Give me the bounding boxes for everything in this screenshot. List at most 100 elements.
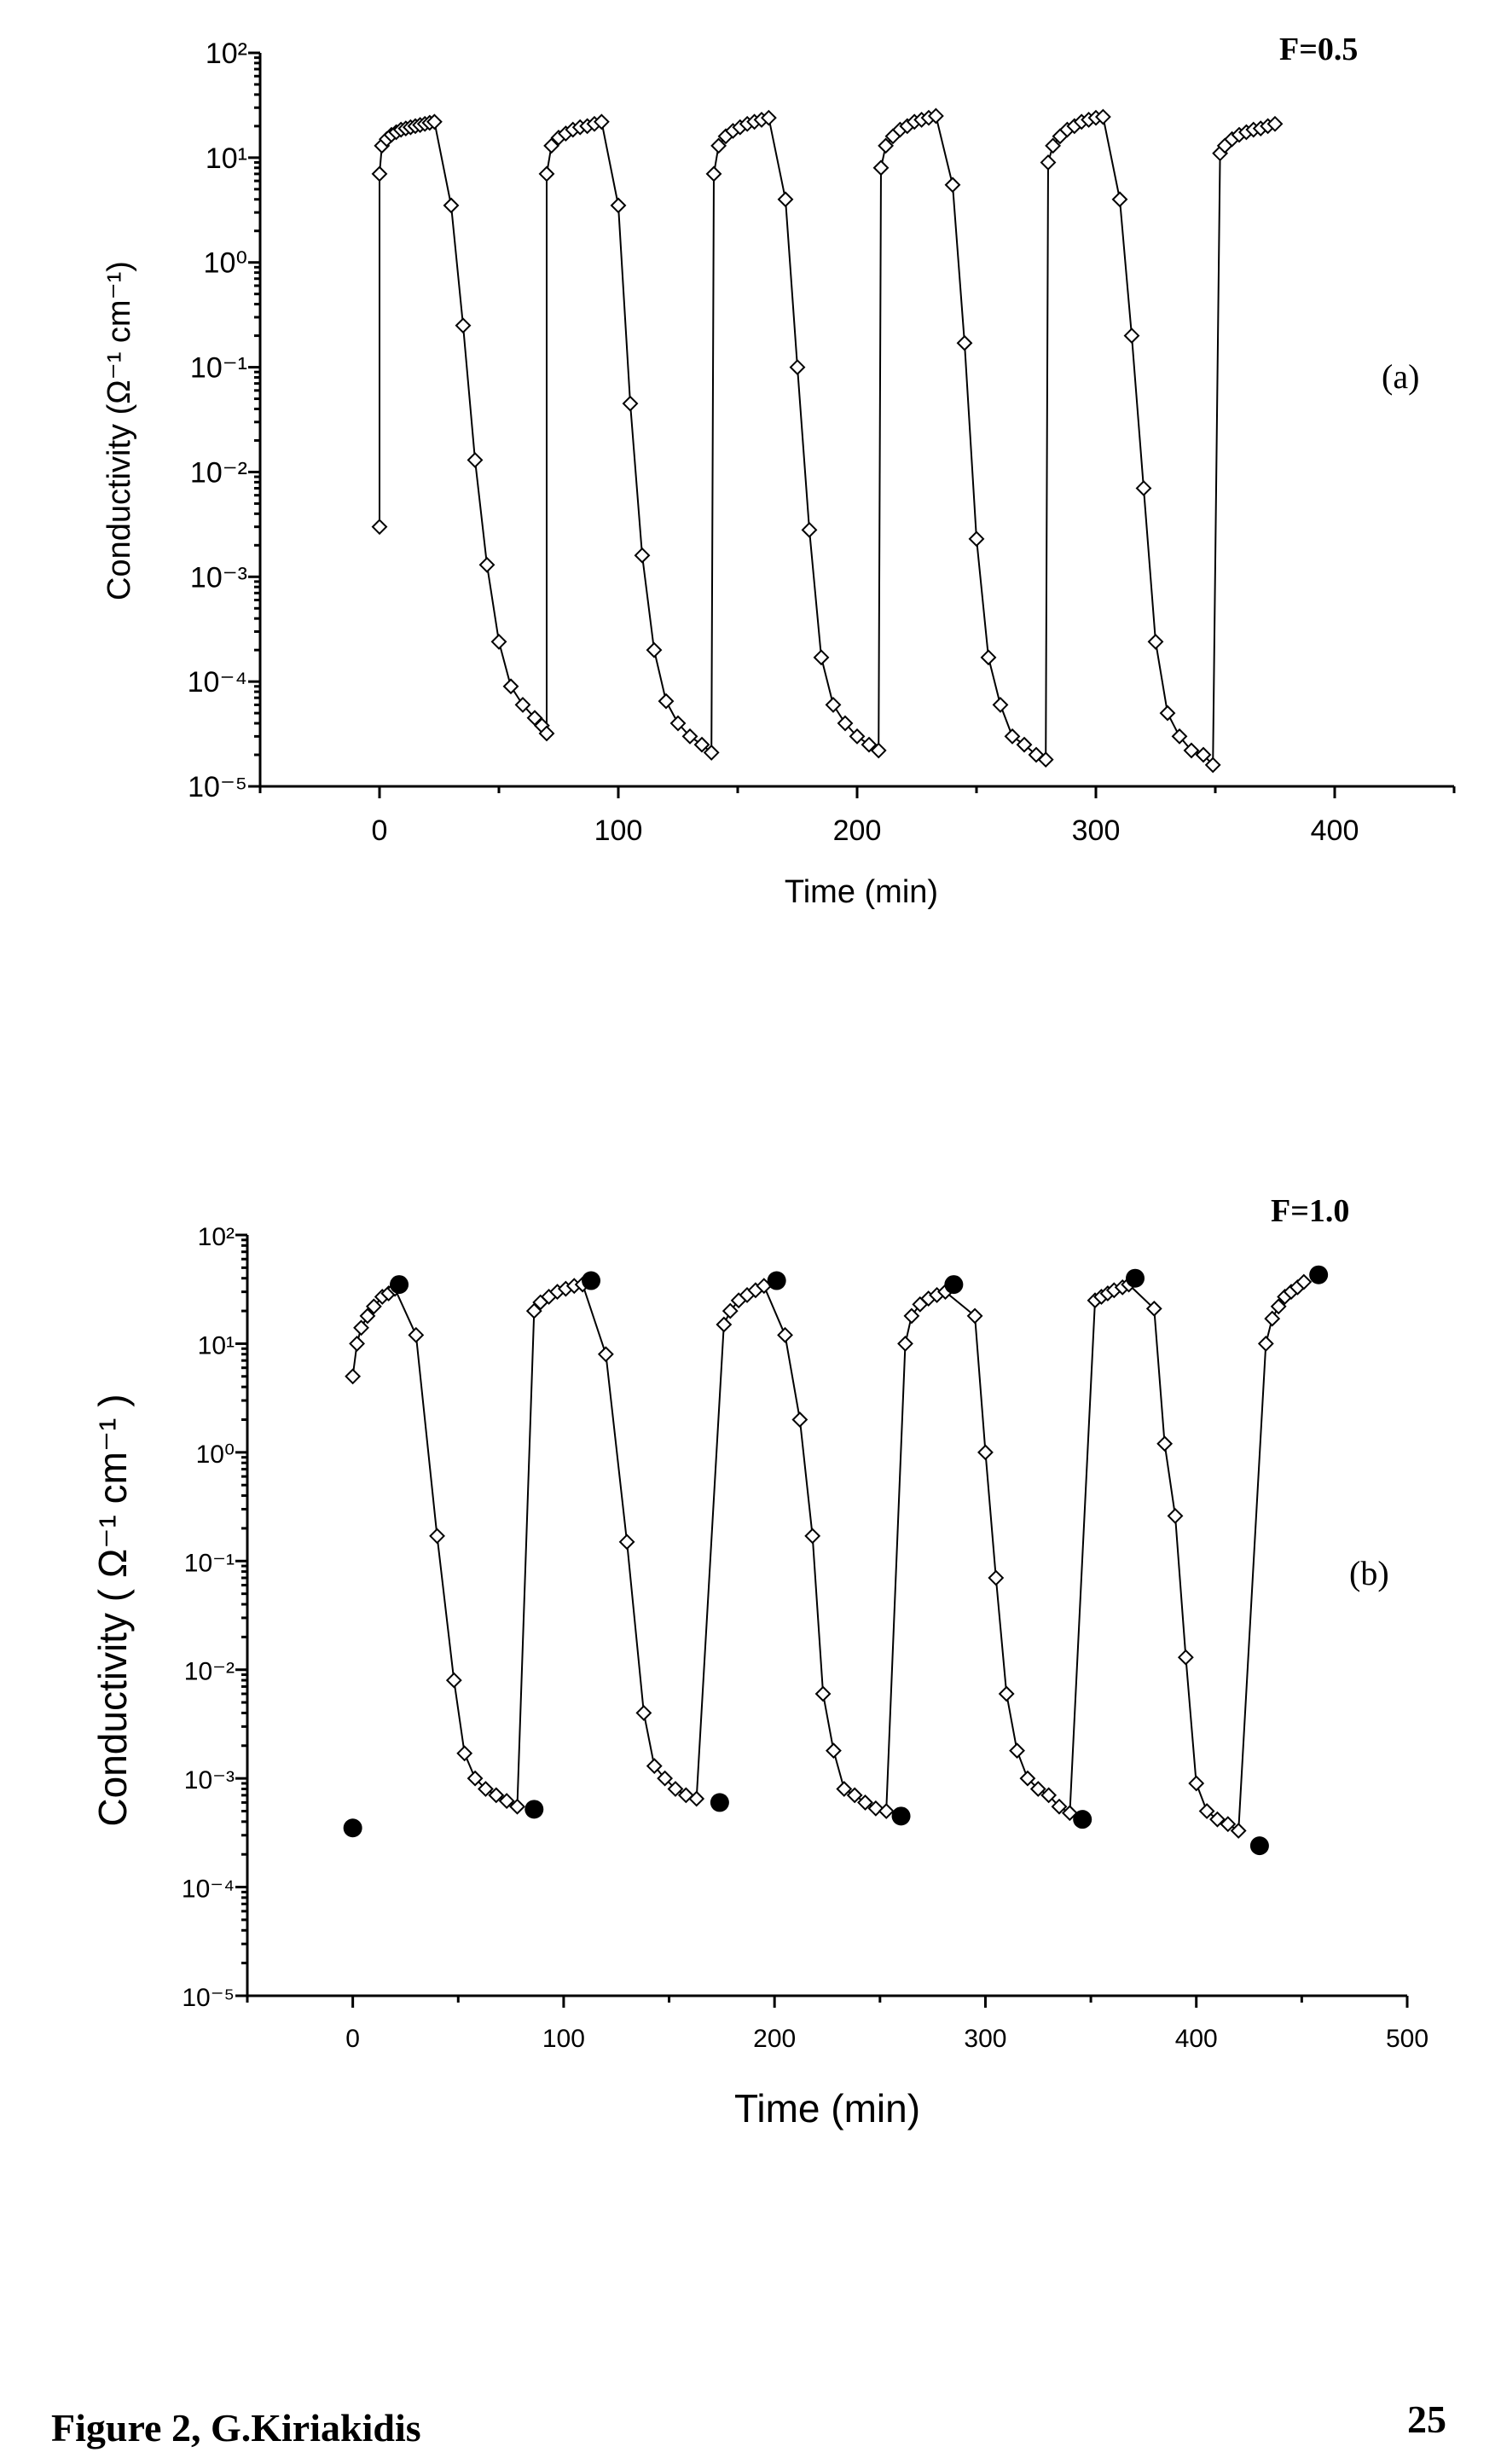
open-diamond-point: [705, 165, 722, 183]
panel-a: F=0.5 (a) Time (min) Conductivity (Ω⁻¹ c…: [101, 32, 1456, 910]
open-diamond-point: [538, 165, 555, 183]
open-diamond-point: [1266, 115, 1284, 132]
x-tick-label: 200: [833, 815, 882, 847]
open-diamond-point: [622, 395, 639, 412]
x-tick-label: 200: [753, 2025, 796, 2053]
open-diamond-point: [478, 1781, 494, 1797]
open-diamond-point: [1147, 634, 1164, 650]
open-diamond-point: [646, 1758, 663, 1775]
open-diamond-point: [445, 1672, 462, 1689]
open-diamond-point: [1230, 1823, 1247, 1839]
open-diamond-point: [1159, 704, 1176, 722]
y-tick-label: 10⁻³: [190, 561, 247, 594]
open-diamond-point: [498, 1793, 515, 1810]
panel-b-y-tick-labels: 10⁻⁵ 10⁻⁴ 10⁻³ 10⁻² 10⁻¹ 10⁰ 10¹ 10²: [182, 1223, 235, 2012]
open-diamond-point: [1051, 1798, 1068, 1815]
panel-a-annotation: F=0.5: [1279, 32, 1358, 67]
open-diamond-point: [777, 1326, 793, 1343]
y-tick-label: 10¹: [198, 1331, 235, 1360]
panel-a-x-axis-title: Time (min): [785, 874, 938, 910]
filled-circle-point: [891, 1806, 911, 1826]
open-diamond-point: [1029, 1781, 1046, 1797]
open-diamond-point: [846, 1787, 863, 1804]
open-diamond-point: [429, 1528, 445, 1545]
x-tick-label: 300: [964, 2025, 1006, 2053]
open-diamond-point: [467, 1770, 484, 1787]
open-diamond-point: [980, 649, 997, 666]
panel-a-series: [371, 107, 1284, 774]
open-diamond-point: [543, 137, 560, 154]
y-tick-label: 10⁰: [196, 1441, 235, 1469]
open-diamond-point: [1123, 328, 1140, 345]
panel-a-x-tick-labels: 0 100 200 300 400: [372, 815, 1359, 847]
open-diamond-point: [657, 1770, 674, 1787]
open-diamond-point: [872, 159, 890, 177]
y-tick-label: 10⁰: [204, 247, 247, 280]
open-diamond-point: [1019, 1770, 1036, 1787]
open-diamond-point: [903, 1307, 920, 1325]
open-diamond-point: [977, 1444, 994, 1461]
panel-b-x-axis-title: Time (min): [734, 2086, 920, 2131]
open-diamond-point: [1009, 1742, 1025, 1760]
open-diamond-point: [814, 1685, 832, 1702]
open-diamond-point: [966, 1307, 983, 1325]
y-tick-label: 10⁻²: [184, 1658, 235, 1686]
open-diamond-point: [1171, 728, 1188, 745]
open-diamond-point: [1040, 154, 1057, 171]
x-tick-label: 500: [1386, 2025, 1429, 2053]
open-diamond-point: [878, 137, 895, 154]
filled-circle-point: [390, 1275, 409, 1295]
open-diamond-point: [688, 1790, 705, 1807]
x-tick-label: 100: [594, 815, 643, 847]
open-diamond-point: [365, 1298, 382, 1315]
open-diamond-point: [467, 452, 484, 468]
open-diamond-point: [408, 1326, 425, 1343]
open-diamond-point: [478, 556, 496, 573]
x-tick-label: 100: [542, 2025, 585, 2053]
open-diamond-point: [878, 1803, 895, 1819]
filled-circle-point: [582, 1271, 601, 1290]
open-diamond-point: [804, 1528, 821, 1545]
y-tick-label: 10²: [206, 38, 247, 70]
open-diamond-point: [1204, 757, 1221, 774]
filled-circle-point: [1309, 1265, 1329, 1284]
panel-b-label: (b): [1349, 1554, 1389, 1592]
y-tick-label: 10⁻¹: [184, 1549, 235, 1577]
open-diamond-point: [998, 1685, 1015, 1702]
open-diamond-point: [1040, 1787, 1058, 1804]
y-tick-label: 10⁻³: [184, 1766, 235, 1794]
y-tick-label: 10⁻⁴: [182, 1876, 235, 1904]
open-diamond-point: [1045, 137, 1062, 154]
filled-circle-point: [767, 1271, 786, 1290]
x-tick-label: 400: [1311, 815, 1359, 847]
open-diamond-point: [490, 634, 507, 650]
panel-b-axes: [235, 1233, 1409, 2008]
panel-a-axes: [248, 51, 1456, 798]
panel-a-y-axis-title: Conductivity (Ω⁻¹ cm⁻¹): [101, 261, 137, 600]
open-diamond-point: [836, 1781, 853, 1797]
open-diamond-point: [525, 1302, 542, 1319]
filled-circle-point: [1073, 1810, 1092, 1829]
x-tick-label: 0: [372, 815, 388, 847]
y-tick-label: 10⁻⁵: [182, 1984, 235, 2012]
open-diamond-point: [455, 317, 472, 334]
y-tick-label: 10⁻⁴: [188, 666, 247, 699]
filled-circle-point: [343, 1818, 362, 1838]
open-diamond-point: [1111, 191, 1128, 208]
filled-circle-point: [524, 1800, 544, 1819]
open-diamond-point: [870, 742, 887, 759]
open-diamond-point: [1270, 1298, 1287, 1315]
open-diamond-point: [1183, 742, 1200, 759]
panel-b-annotation: F=1.0: [1271, 1193, 1349, 1229]
y-tick-label: 10⁻¹: [190, 352, 247, 385]
open-diamond-point: [488, 1787, 505, 1804]
open-diamond-point: [371, 519, 388, 536]
open-diamond-point: [597, 1346, 614, 1363]
open-diamond-point: [1257, 1336, 1274, 1352]
open-diamond-point: [1061, 1805, 1078, 1822]
x-tick-label: 0: [345, 2025, 360, 2053]
y-tick-label: 10¹: [206, 142, 247, 175]
open-diamond-point: [1209, 1811, 1226, 1828]
panel-b-y-axis-title: Conductivity ( Ω⁻¹ cm⁻¹ ): [90, 1394, 135, 1826]
